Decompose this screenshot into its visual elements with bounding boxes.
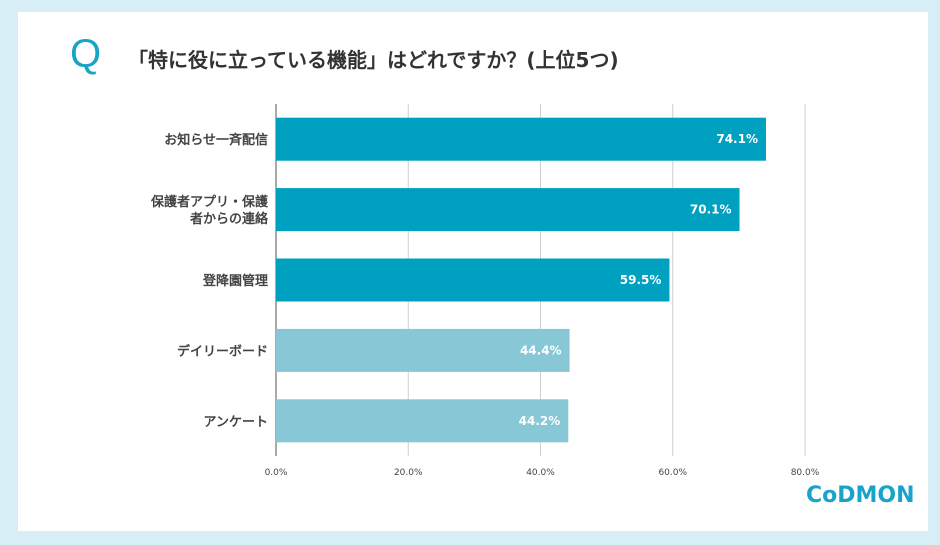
data-label: 74.1% [716, 132, 758, 146]
category-label: 登降園管理 [202, 273, 268, 289]
question-mark-label: Q [70, 32, 102, 76]
x-tick-label: 40.0% [526, 468, 555, 478]
x-tick-label: 20.0% [394, 468, 423, 478]
data-label: 44.2% [519, 414, 561, 428]
bar [276, 258, 670, 302]
bar [276, 117, 766, 161]
bar [276, 399, 569, 443]
chart-title: 「特に役に立っている機能」はどれですか？(上位5つ) [128, 48, 619, 72]
x-tick-label: 80.0% [791, 468, 820, 478]
category-label: お知らせ一斉配信 [164, 132, 268, 148]
data-label: 59.5% [620, 273, 662, 287]
data-label: 70.1% [690, 203, 732, 217]
codmon-logo: CoDMON [806, 483, 915, 508]
x-tick-label: 0.0% [265, 468, 288, 478]
category-label: 保護者アプリ・保護 [150, 194, 269, 210]
data-label: 44.4% [520, 343, 562, 357]
x-tick-label: 60.0% [658, 468, 687, 478]
bar [276, 328, 570, 372]
category-label: 者からの連絡 [189, 211, 269, 227]
bar [276, 188, 740, 232]
category-label: デイリーボード [177, 343, 268, 359]
category-label: アンケート [204, 415, 268, 430]
